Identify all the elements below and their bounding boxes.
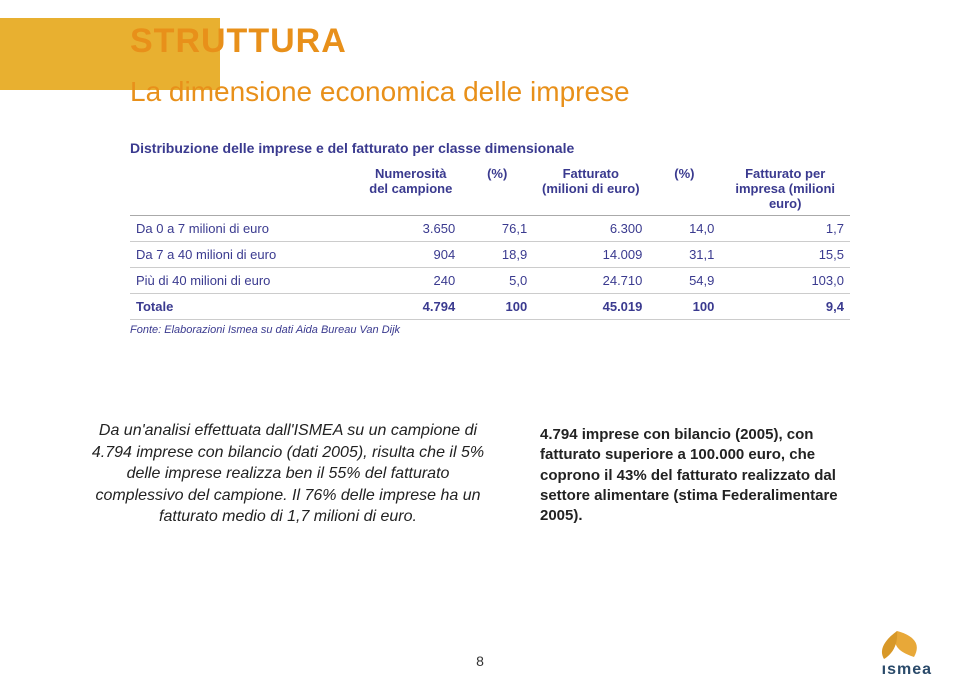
cell: 18,9 bbox=[461, 242, 533, 268]
col-header-pct1: (%) bbox=[461, 162, 533, 216]
leaf-icon bbox=[862, 629, 932, 663]
col-header-fatturato: Fatturato (milioni di euro) bbox=[533, 162, 648, 216]
total-label: Totale bbox=[130, 294, 360, 320]
cell: 100 bbox=[648, 294, 720, 320]
cell: 9,4 bbox=[720, 294, 850, 320]
cell: 54,9 bbox=[648, 268, 720, 294]
cell: 45.019 bbox=[533, 294, 648, 320]
cell: 100 bbox=[461, 294, 533, 320]
col-header-numerosita: Numerosità del campione bbox=[360, 162, 461, 216]
table-source: Fonte: Elaborazioni Ismea su dati Aida B… bbox=[130, 324, 850, 336]
page-number: 8 bbox=[476, 653, 484, 669]
cell: 5,0 bbox=[461, 268, 533, 294]
distribution-table-container: Distribuzione delle imprese e del fattur… bbox=[130, 140, 850, 336]
table-row: Da 7 a 40 milioni di euro 904 18,9 14.00… bbox=[130, 242, 850, 268]
analysis-text-left: Da un'analisi effettuata dall'ISMEA su u… bbox=[88, 420, 488, 528]
cell: 4.794 bbox=[360, 294, 461, 320]
cell: 15,5 bbox=[720, 242, 850, 268]
page-title: STRUTTURA bbox=[130, 22, 347, 61]
cell: 14,0 bbox=[648, 216, 720, 242]
col-header-per-impresa: Fatturato per impresa (milioni euro) bbox=[720, 162, 850, 216]
col-header-pct2: (%) bbox=[648, 162, 720, 216]
table-row: Più di 40 milioni di euro 240 5,0 24.710… bbox=[130, 268, 850, 294]
row-label: Da 0 a 7 milioni di euro bbox=[130, 216, 360, 242]
table-row: Da 0 a 7 milioni di euro 3.650 76,1 6.30… bbox=[130, 216, 850, 242]
cell: 1,7 bbox=[720, 216, 850, 242]
analysis-text-right: 4.794 imprese con bilancio (2005), con f… bbox=[540, 425, 860, 526]
cell: 6.300 bbox=[533, 216, 648, 242]
cell: 31,1 bbox=[648, 242, 720, 268]
col-header-blank bbox=[130, 162, 360, 216]
table-title: Distribuzione delle imprese e del fattur… bbox=[130, 140, 850, 156]
table-body: Da 0 a 7 milioni di euro 3.650 76,1 6.30… bbox=[130, 216, 850, 320]
cell: 24.710 bbox=[533, 268, 648, 294]
cell: 3.650 bbox=[360, 216, 461, 242]
logo-text: ısmea bbox=[862, 661, 932, 679]
table-total-row: Totale 4.794 100 45.019 100 9,4 bbox=[130, 294, 850, 320]
cell: 103,0 bbox=[720, 268, 850, 294]
cell: 14.009 bbox=[533, 242, 648, 268]
cell: 904 bbox=[360, 242, 461, 268]
row-label: Più di 40 milioni di euro bbox=[130, 268, 360, 294]
row-label: Da 7 a 40 milioni di euro bbox=[130, 242, 360, 268]
distribution-table: Numerosità del campione (%) Fatturato (m… bbox=[130, 162, 850, 320]
cell: 76,1 bbox=[461, 216, 533, 242]
ismea-logo: ısmea bbox=[862, 629, 932, 679]
cell: 240 bbox=[360, 268, 461, 294]
page-subtitle: La dimensione economica delle imprese bbox=[130, 76, 630, 108]
